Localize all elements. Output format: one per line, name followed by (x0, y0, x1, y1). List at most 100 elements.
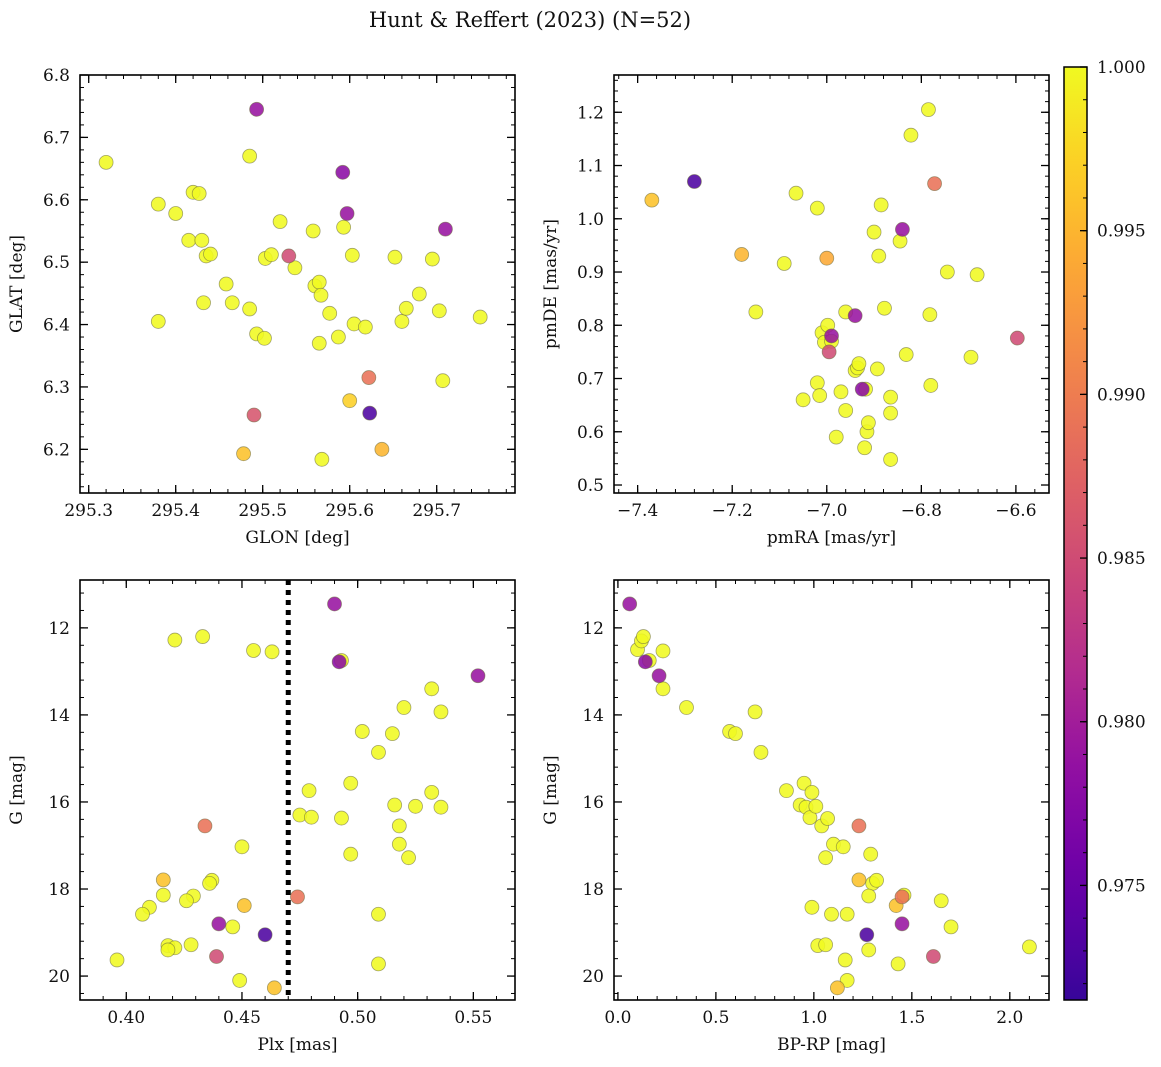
data-point (866, 224, 882, 240)
axes-frame (79, 579, 516, 1001)
data-point (622, 596, 638, 612)
data-point (150, 196, 166, 212)
x-tick-label: −7.0 (806, 501, 847, 521)
data-point (651, 668, 667, 684)
data-point (263, 247, 279, 263)
data-point (342, 393, 358, 409)
data-point (257, 927, 273, 943)
x-tick-label: 0.40 (107, 1008, 145, 1028)
data-point (330, 329, 346, 345)
data-point (266, 980, 282, 996)
data-point (344, 247, 360, 263)
y-axis-label: GLAT [deg] (7, 235, 27, 333)
data-point (179, 893, 194, 909)
data-point (819, 250, 835, 266)
data-point (747, 704, 763, 720)
data-point (246, 643, 261, 658)
data-point (851, 356, 867, 372)
y-tick-label: 14 (48, 706, 70, 726)
data-point (335, 164, 351, 180)
data-point (470, 668, 486, 684)
data-point (401, 850, 416, 866)
data-point (98, 154, 114, 170)
y-tick-label: 12 (48, 619, 70, 639)
x-tick-label: 1.5 (898, 1008, 925, 1028)
data-point (435, 373, 451, 389)
colorbar-tick-label: 0.980 (1097, 713, 1146, 733)
data-point (287, 260, 303, 276)
data-point (655, 681, 671, 697)
data-point (824, 328, 839, 344)
y-tick-label: 16 (48, 793, 70, 813)
data-point (424, 784, 440, 800)
x-tick-label: −6.8 (901, 501, 942, 521)
data-point (898, 347, 914, 362)
y-tick-label: 6.2 (43, 440, 70, 460)
data-point (374, 441, 390, 457)
points-cmd (622, 596, 1037, 996)
x-tick-label: 2.0 (996, 1008, 1023, 1028)
data-point (748, 304, 764, 320)
data-point (398, 300, 414, 316)
data-point (839, 906, 855, 922)
data-point (779, 783, 794, 799)
data-point (431, 303, 447, 319)
data-point (218, 276, 234, 292)
data-point (371, 906, 386, 922)
panel-cmd: 0.0 0.5 1.0 1.5 2.0 12 14 16 18 20 BP-RP [mag] G [m… (541, 579, 1050, 1055)
data-point (861, 942, 877, 958)
colorbar-tick-label: 1.000 (1097, 58, 1146, 78)
data-point (311, 335, 327, 351)
data-point (191, 186, 207, 201)
data-point (371, 744, 386, 760)
suptitle: Hunt & Reffert (2023) (N=52) (369, 8, 691, 32)
data-point (820, 811, 835, 826)
data-point (903, 127, 919, 143)
y-axis-label: G [mag] (7, 755, 27, 824)
data-point (343, 775, 359, 791)
panel-plx: 0.40 0.45 0.50 0.55 12 14 16 18 20 Plx [mas] G [ma… (7, 579, 516, 1055)
data-point (925, 949, 941, 964)
data-point (921, 102, 936, 118)
data-point (863, 846, 879, 862)
data-point (242, 301, 258, 317)
data-point (728, 726, 743, 742)
x-tick-label: −6.6 (995, 501, 1036, 521)
x-tick-label: −7.2 (712, 501, 753, 521)
data-point (838, 403, 854, 418)
axes-frame (613, 74, 1050, 494)
data-point (927, 176, 942, 192)
x-tick-label: 0.45 (223, 1008, 261, 1028)
x-tick-label: 0.5 (702, 1008, 729, 1028)
data-point (877, 300, 892, 316)
data-point (394, 314, 410, 329)
data-point (837, 952, 853, 968)
x-axis-label: BP-RP [mag] (777, 1035, 886, 1055)
data-point (839, 973, 855, 988)
data-point (234, 839, 250, 855)
y-tick-label: 16 (582, 793, 604, 813)
data-point (809, 200, 825, 216)
panels: 295.3 295.4 295.5 295.6 295.7 6.2 6.3 6.4 6.5 6.6… (7, 66, 1050, 1055)
data-point (322, 305, 338, 321)
data-point (357, 319, 373, 335)
x-axis-label: pmRA [mas/yr] (767, 528, 896, 548)
data-point (472, 309, 488, 325)
data-point (155, 887, 171, 903)
colorbar-tick-label: 0.975 (1097, 876, 1146, 896)
data-point (232, 973, 248, 988)
axes-frame (79, 74, 516, 494)
data-point (197, 818, 213, 834)
y-tick-label: 6.4 (43, 316, 70, 336)
data-point (391, 836, 407, 852)
y-tick-label: 6.7 (43, 128, 70, 148)
data-point (433, 704, 449, 720)
data-point (257, 330, 272, 346)
y-tick-label: 14 (582, 706, 604, 726)
y-tick-label: 12 (582, 619, 604, 639)
x-tick-label: 0.0 (604, 1008, 631, 1028)
data-point (211, 916, 227, 932)
data-point (734, 247, 750, 262)
data-point (424, 681, 440, 697)
data-point (854, 381, 870, 397)
